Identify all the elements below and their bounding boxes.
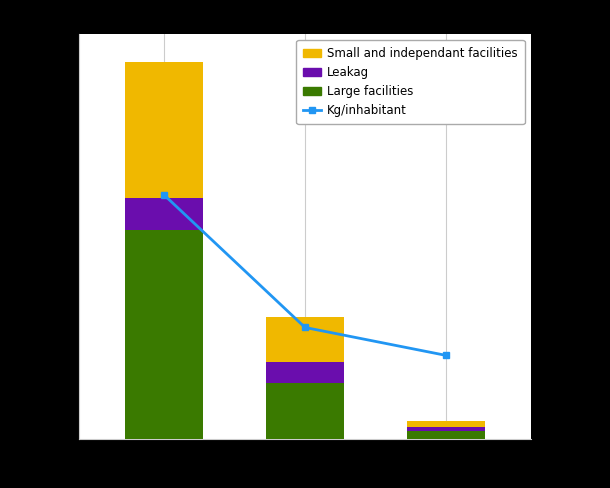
Kg/inhabitant: [442, 352, 450, 358]
Bar: [266, 384, 344, 439]
Bar: [125, 230, 203, 439]
Bar: [266, 317, 344, 363]
Bar: [407, 421, 485, 427]
Kg/inhabitant: [160, 192, 168, 198]
Bar: [125, 62, 203, 198]
Bar: [125, 198, 203, 230]
Bar: [407, 427, 485, 431]
Bar: [266, 363, 344, 384]
Line: Kg/inhabitant: Kg/inhabitant: [160, 191, 450, 359]
Legend: Small and independant facilities, Leakag, Large facilities, Kg/inhabitant: Small and independant facilities, Leakag…: [296, 40, 525, 124]
Bar: [407, 431, 485, 439]
Kg/inhabitant: [301, 325, 309, 330]
